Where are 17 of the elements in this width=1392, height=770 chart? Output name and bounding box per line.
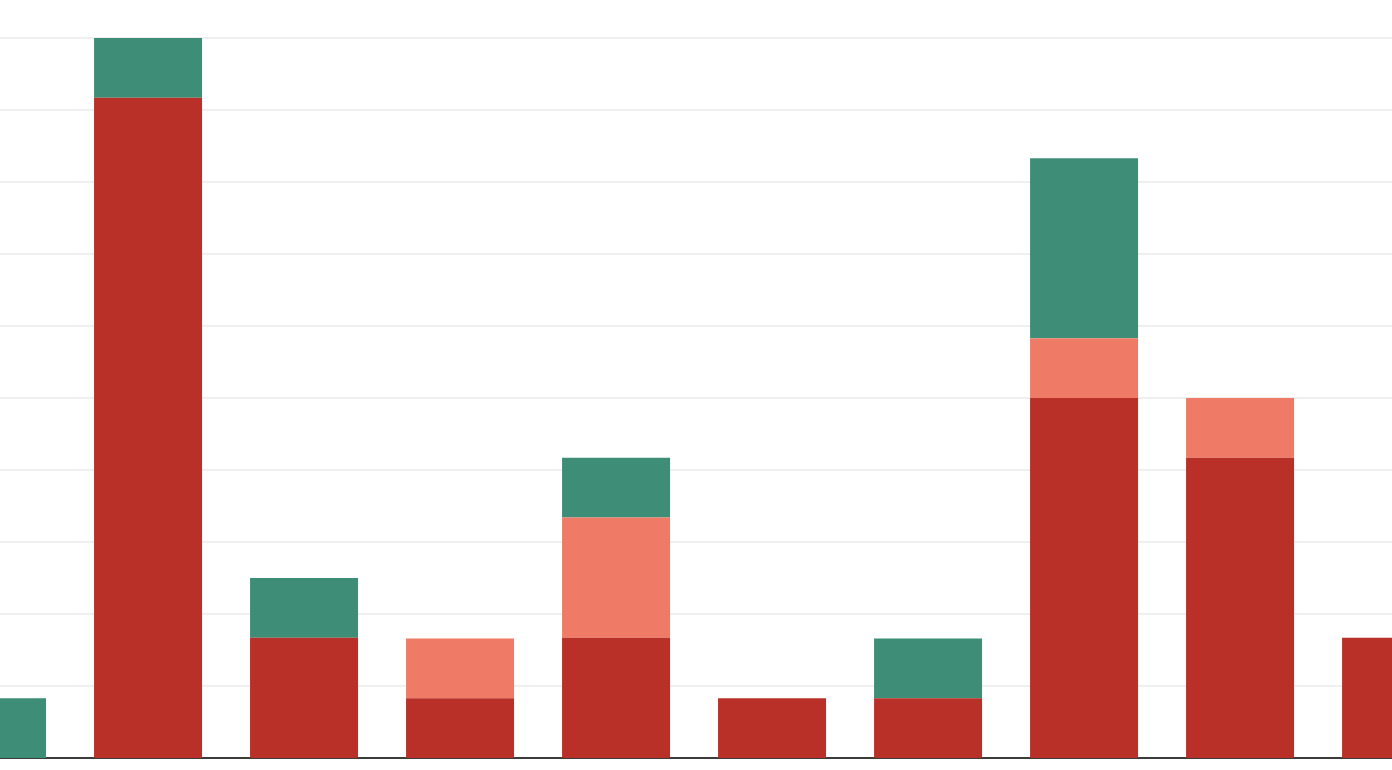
bar	[874, 698, 983, 758]
bar	[718, 698, 827, 758]
bar	[1186, 457, 1295, 758]
bar	[562, 457, 671, 518]
bar	[1030, 397, 1139, 758]
bar	[562, 517, 671, 638]
bar	[1186, 397, 1295, 458]
bar	[250, 578, 359, 638]
bar	[94, 37, 203, 98]
bar	[250, 637, 359, 758]
bar	[406, 638, 515, 699]
bar	[1030, 158, 1139, 339]
bar	[94, 97, 203, 758]
bar	[874, 638, 983, 699]
bar	[562, 637, 671, 758]
bar	[406, 698, 515, 758]
bar	[1030, 338, 1139, 398]
